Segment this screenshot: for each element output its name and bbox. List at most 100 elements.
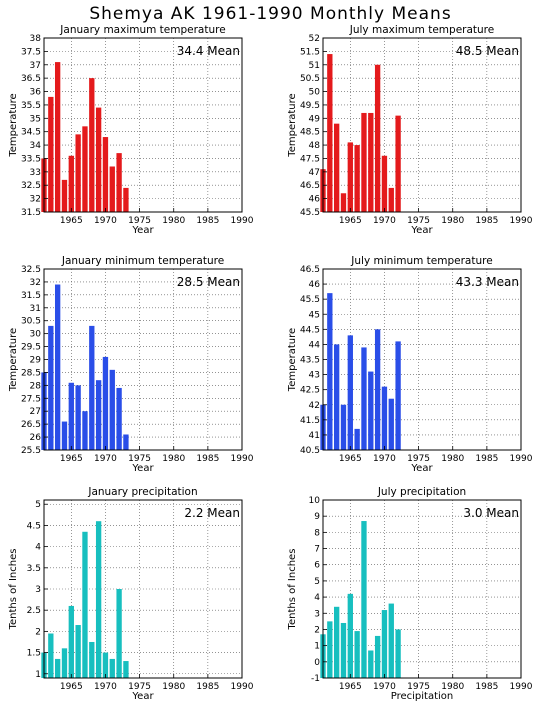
bar [361,521,367,678]
x-tick-label: 1965 [60,454,83,464]
bar [102,652,109,678]
bar [75,625,81,678]
y-tick-label: 36 [30,88,42,98]
x-axis-label: Year [410,225,433,236]
x-tick-label: 1965 [339,682,362,692]
x-tick-label: 1975 [407,454,430,464]
bar [89,641,95,678]
bar [327,621,333,678]
chart-title: July minimum temperature [350,255,492,267]
bar [95,107,102,212]
page-title: Shemya AK 1961-1990 Monthly Means [89,4,452,24]
y-tick-label: 48 [309,141,321,151]
bar [347,335,353,450]
bar [333,344,340,450]
bar [116,387,122,450]
plot-frame [322,499,522,679]
y-tick-label: 31.5 [21,291,41,301]
mean-label: 48.5 Mean [456,44,519,58]
bar [381,610,388,678]
x-tick-label: 1980 [441,454,464,464]
bar [82,531,88,678]
y-tick-label: 35 [30,114,41,124]
x-tick-label: 1985 [475,682,498,692]
bar [109,658,115,678]
y-tick-label: 35.5 [21,101,41,111]
y-tick-label: 6 [314,561,320,571]
bar [75,134,81,212]
x-tick-label: 1975 [128,682,151,692]
bar [395,341,401,450]
bar [368,650,374,678]
y-tick-label: 49.5 [300,101,320,111]
bar [374,64,381,213]
x-tick-label: 1990 [231,216,254,226]
y-tick-label: 26.5 [21,420,41,430]
x-tick-label: 1985 [475,216,498,226]
bar [327,54,333,212]
y-tick-label: 4 [314,593,320,603]
mean-label: 28.5 Mean [177,275,240,289]
y-tick-label: 2.5 [27,606,41,616]
y-tick-label: 28 [30,381,42,391]
chart-panel-1: 31.5 32 32.5 33 33.5 34 34.5 35 35.5 36 36.5 37 37.5… [8,24,254,236]
y-tick-label: 46.5 [300,181,320,191]
x-tick-label: 1985 [475,454,498,464]
chart-panel-3: 25.5 26 26.5 27 27.5 28 28.5 29 29.5 30 30.5 31 31.5… [8,255,254,474]
y-tick-label: 44.5 [300,325,320,335]
bar [116,153,122,212]
y-axis-label: Temperature [8,328,19,392]
x-tick-label: 1985 [196,216,219,226]
x-tick-label: 1965 [60,682,83,692]
x-axis-label: Year [131,463,154,474]
bar [354,631,360,678]
bar [381,155,388,212]
x-tick-label: 1965 [60,216,83,226]
x-tick-label: 1975 [128,216,151,226]
y-tick-label: 3 [314,609,320,619]
y-tick-label: 37 [30,61,41,71]
x-tick-label: 1990 [510,216,533,226]
y-tick-label: 27.5 [21,394,41,404]
bar [61,421,68,450]
y-tick-label: 32.5 [21,265,41,275]
plot-frame [322,37,522,213]
x-axis-label: Year [410,463,433,474]
bar [340,404,347,450]
chart-panel-4: 40.5 41 41.5 42 42.5 43 43.5 44 44.5 45 45.5 46 46.5… [287,255,533,474]
x-tick-label: 1965 [339,216,362,226]
bar [354,428,360,450]
chart-title: July maximum temperature [349,24,494,36]
bar [395,629,401,678]
y-tick-label: 52 [309,34,320,44]
bar [361,112,367,212]
y-tick-label: 46 [309,280,321,290]
x-axis-label: Year [131,225,154,236]
bar [61,648,68,678]
y-axis-label: Tenths of Inches [8,549,19,631]
bar [327,293,333,450]
y-tick-label: 41.5 [300,416,320,426]
bar [54,62,61,212]
y-tick-label: 1 [35,670,41,680]
bar [388,603,394,678]
y-tick-label: 40.5 [300,446,320,456]
bar [68,382,74,450]
y-axis-label: Tenths of Inches [287,549,298,631]
bar [75,385,81,450]
chart-title: January minimum temperature [61,255,224,267]
y-tick-label: 50 [309,88,321,98]
y-tick-label: 31.5 [21,208,41,218]
x-tick-label: 1990 [510,454,533,464]
bar [123,187,129,212]
y-tick-label: 43 [309,371,320,381]
bar [388,398,394,450]
bar [340,193,347,212]
bar [340,622,347,678]
x-tick-label: 1980 [441,216,464,226]
y-tick-label: 45.5 [300,208,320,218]
y-tick-label: 25.5 [21,446,41,456]
y-tick-label: 50.5 [300,74,320,84]
y-tick-label: 30 [30,330,42,340]
y-tick-label: 27 [30,407,41,417]
